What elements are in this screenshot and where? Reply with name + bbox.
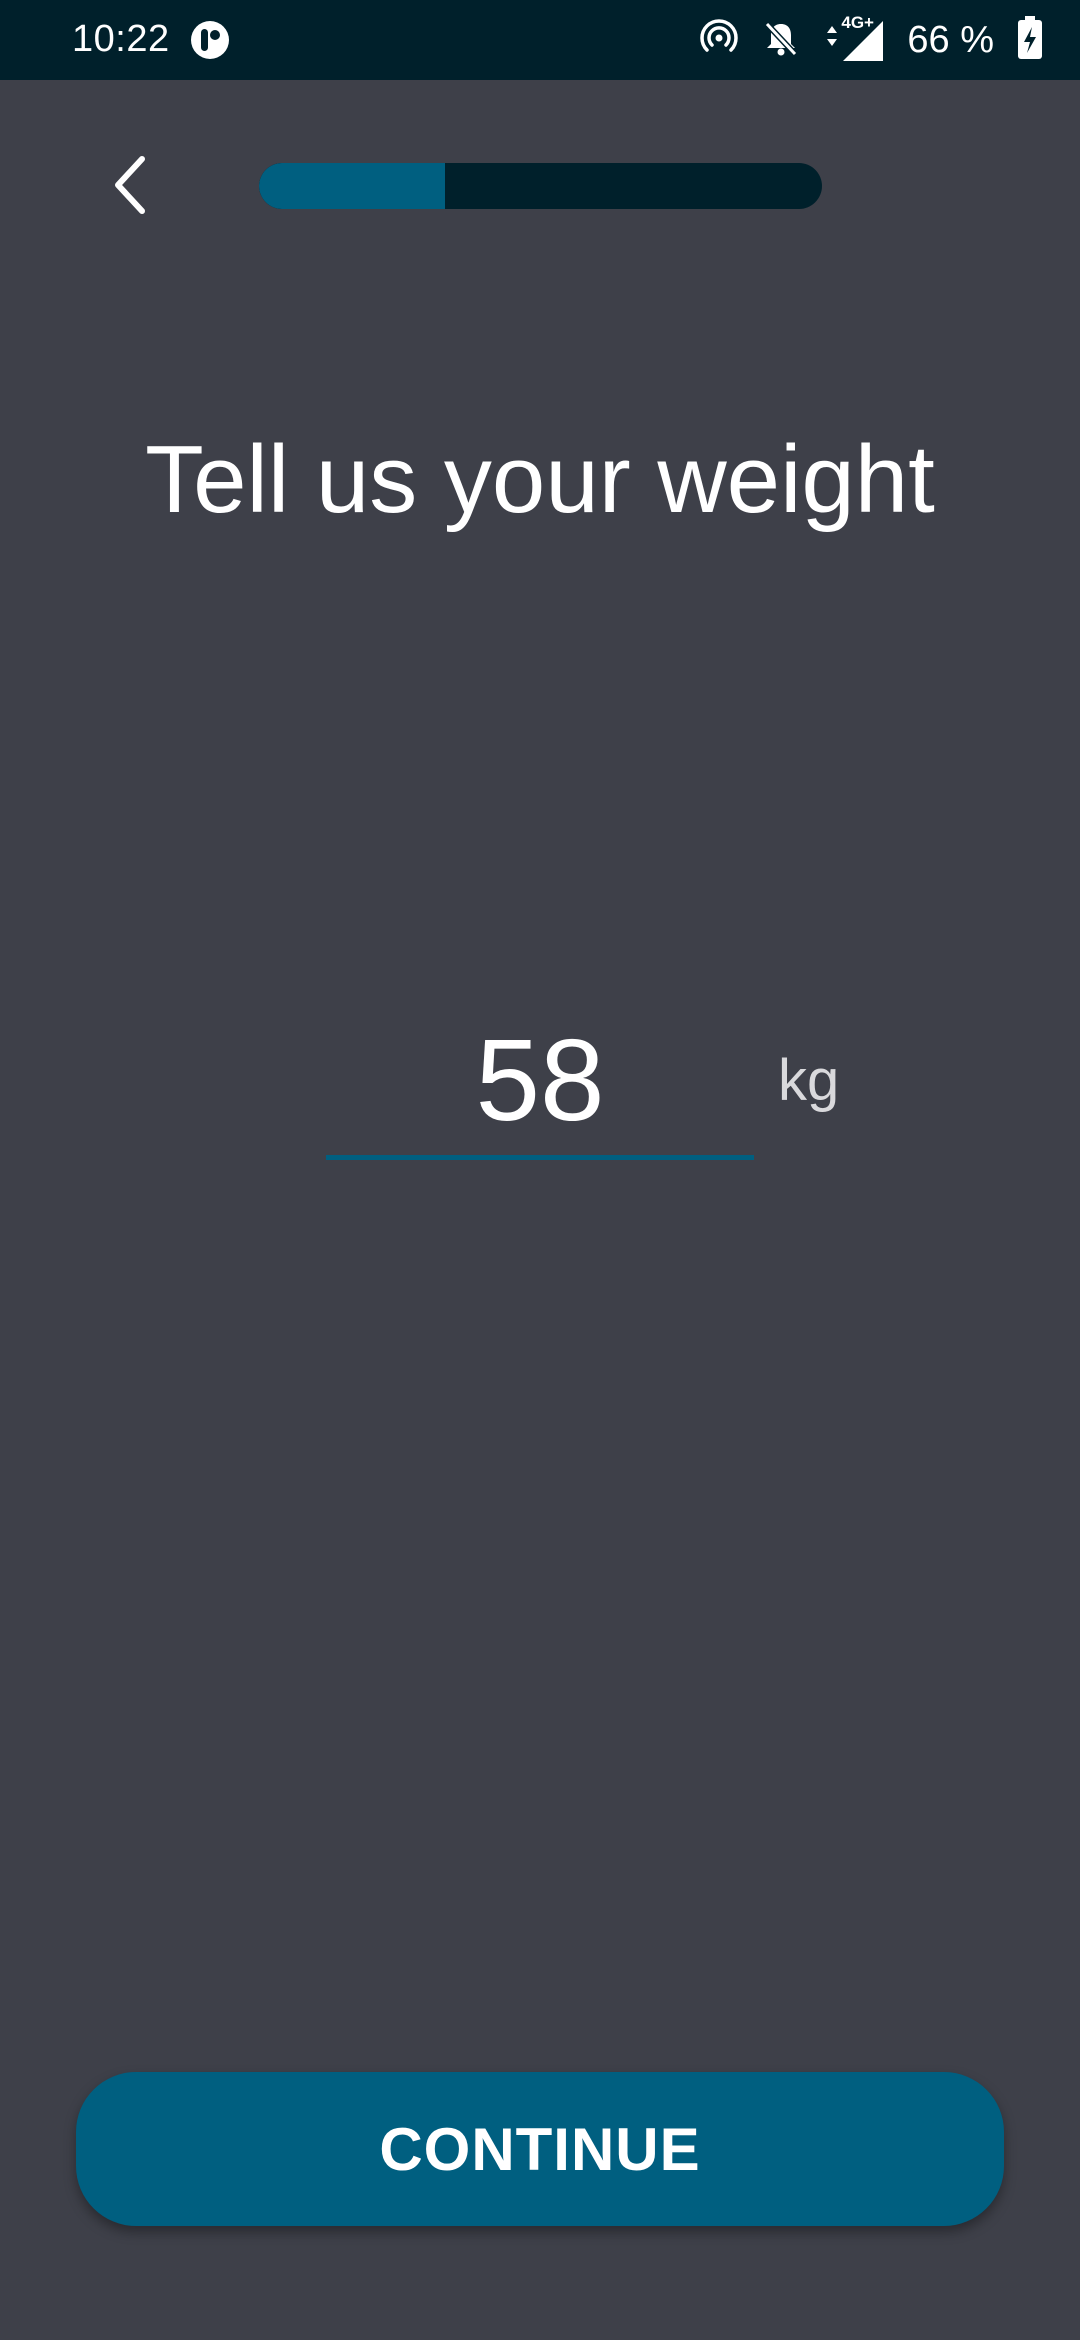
battery-charging-icon — [1016, 15, 1044, 66]
signal-icon: 4G+ — [823, 13, 885, 63]
onboarding-progress-bar — [259, 163, 822, 209]
status-icons: 4G+ 66 % — [677, 13, 1044, 66]
continue-button[interactable]: CONTINUE — [76, 2072, 1004, 2226]
back-button[interactable] — [92, 145, 168, 229]
status-bar: 10:22 — [0, 0, 1080, 80]
weight-value[interactable]: 58 — [475, 1015, 605, 1145]
weight-unit-label: kg — [778, 1048, 840, 1113]
weight-input-underline — [326, 1155, 754, 1160]
status-time: 10:22 — [72, 18, 170, 60]
page-title: Tell us your weight — [145, 426, 935, 533]
chevron-left-icon — [110, 153, 150, 222]
app-notification-icon — [190, 20, 230, 60]
bell-off-icon — [761, 18, 801, 63]
battery-percentage: 66 % — [907, 19, 994, 61]
weight-input[interactable]: 58 — [326, 1010, 754, 1160]
progress-fill — [259, 163, 445, 209]
network-type-label: 4G+ — [841, 13, 874, 32]
hotspot-icon — [699, 18, 739, 63]
